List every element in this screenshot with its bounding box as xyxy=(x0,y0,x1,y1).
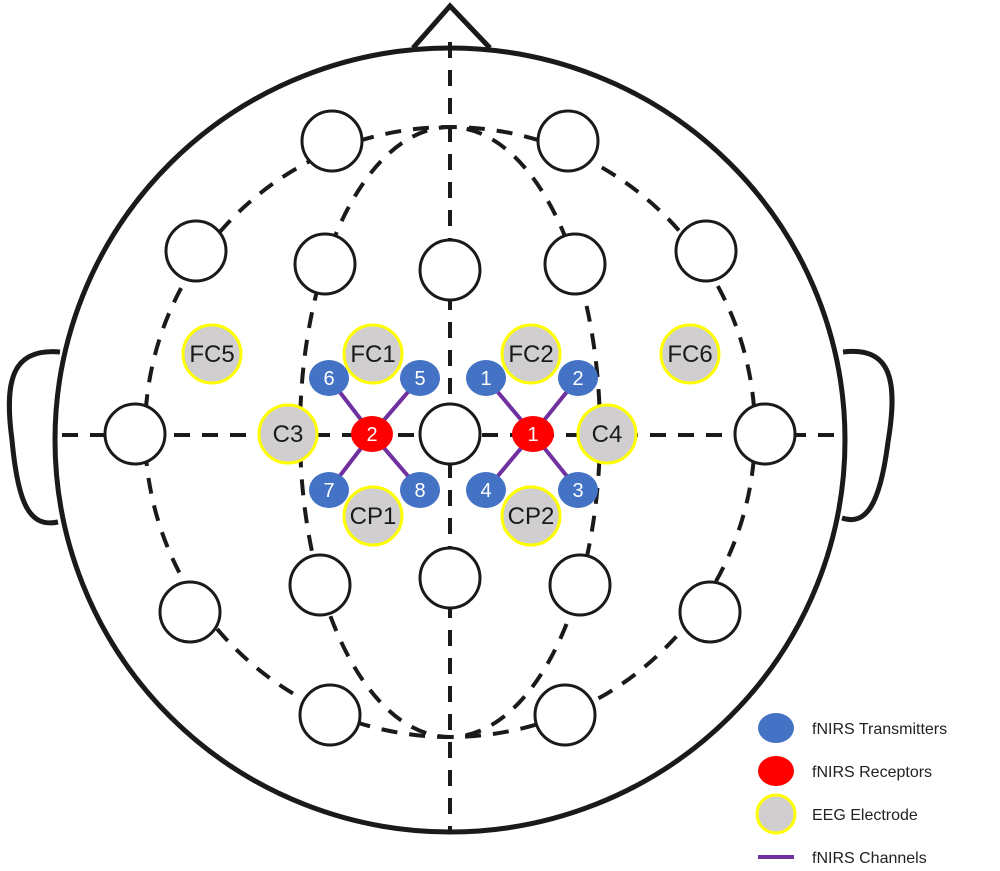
receptor-marker xyxy=(512,416,554,452)
eeg-electrode-label: FC5 xyxy=(189,341,234,368)
eeg-electrode-cp2: CP2 xyxy=(500,485,562,547)
transmitter-marker xyxy=(400,472,440,508)
empty-electrode-site xyxy=(543,232,607,296)
receptor-marker xyxy=(351,416,393,452)
transmitter-label: 6 xyxy=(323,368,334,390)
empty-electrode-site xyxy=(533,683,597,747)
fnirs-transmitter-3: 3 xyxy=(558,472,598,508)
transmitter-marker xyxy=(309,360,349,396)
eeg-electrode-fc1: FC1 xyxy=(342,323,404,385)
eeg-electrode-label: CP2 xyxy=(508,503,555,530)
transmitter-label: 8 xyxy=(414,480,425,502)
empty-electrode-site xyxy=(158,580,222,644)
eeg-electrode-label: FC1 xyxy=(350,341,395,368)
fnirs-transmitter-6: 6 xyxy=(309,360,349,396)
fnirs-transmitter-7: 7 xyxy=(309,472,349,508)
empty-electrode-site xyxy=(674,219,738,283)
legend-channels-label: fNIRS Channels xyxy=(812,850,927,867)
eeg-electrode-marker xyxy=(500,485,562,547)
left-ear xyxy=(6,349,61,526)
empty-electrode-site xyxy=(164,219,228,283)
fnirs-transmitters: 6 5 7 8 1 2 4 3 xyxy=(309,360,598,508)
transmitter-marker xyxy=(400,360,440,396)
eeg-electrode-fc6: FC6 xyxy=(659,323,721,385)
eeg-electrode-marker xyxy=(576,403,638,465)
eeg-electrode-fc5: FC5 xyxy=(181,323,243,385)
legend-transmitters-label: fNIRS Transmitters xyxy=(812,721,947,738)
empty-electrode-site xyxy=(418,546,482,610)
transmitter-marker xyxy=(466,360,506,396)
right-ear xyxy=(841,348,895,522)
legend-transmitter-swatch xyxy=(758,713,794,743)
eeg-electrode-marker xyxy=(659,323,721,385)
transmitter-marker xyxy=(309,472,349,508)
eeg-electrode-cp1: CP1 xyxy=(342,485,404,547)
eeg-electrode-label: CP1 xyxy=(350,503,397,530)
transmitter-label: 1 xyxy=(480,368,491,390)
fnirs-receptor-2: 2 xyxy=(351,416,393,452)
transmitter-label: 3 xyxy=(572,480,583,502)
fnirs-transmitter-1: 1 xyxy=(466,360,506,396)
legend-receptor-swatch xyxy=(758,756,794,786)
eeg-electrode-marker xyxy=(500,323,562,385)
eeg-electrode-c4: C4 xyxy=(576,403,638,465)
eeg-electrode-marker xyxy=(257,403,319,465)
eeg-electrode-label: C3 xyxy=(273,421,304,448)
empty-electrode-site xyxy=(733,402,797,466)
eeg-electrode-label: FC6 xyxy=(667,341,712,368)
eeg-electrode-marker xyxy=(342,323,404,385)
eeg-electrode-label: C4 xyxy=(592,421,623,448)
transmitter-label: 7 xyxy=(323,480,334,502)
empty-electrode-site xyxy=(288,553,352,617)
fnirs-transmitter-5: 5 xyxy=(400,360,440,396)
transmitter-label: 4 xyxy=(480,480,491,502)
empty-electrode-site xyxy=(293,232,357,296)
fnirs-receptor-1: 1 xyxy=(512,416,554,452)
eeg-electrode-fc2: FC2 xyxy=(500,323,562,385)
legend-eeg-swatch xyxy=(755,793,797,835)
transmitter-label: 5 xyxy=(414,368,425,390)
eeg-electrode-marker xyxy=(342,485,404,547)
legend-receptors-label: fNIRS Receptors xyxy=(812,764,932,781)
eeg-electrode-label: FC2 xyxy=(508,341,553,368)
transmitter-marker xyxy=(558,472,598,508)
eeg-electrodes: FC5 FC1 FC2 FC6 C3 C4 CP1 CP2 xyxy=(181,323,721,547)
empty-electrode-site xyxy=(678,580,742,644)
transmitter-marker xyxy=(558,360,598,396)
legend-eeg-label: EEG Electrode xyxy=(812,807,918,824)
empty-electrode-site xyxy=(418,238,482,302)
empty-electrode-site xyxy=(548,553,612,617)
empty-electrode-site xyxy=(300,109,364,173)
receptor-label: 2 xyxy=(366,424,377,446)
empty-electrode-site xyxy=(298,683,362,747)
empty-electrode-site xyxy=(418,402,482,466)
empty-electrode-sites xyxy=(103,109,797,747)
eeg-electrode-c3: C3 xyxy=(257,403,319,465)
transmitter-label: 2 xyxy=(572,368,583,390)
fnirs-transmitter-2: 2 xyxy=(558,360,598,396)
transmitter-marker xyxy=(466,472,506,508)
empty-electrode-site xyxy=(103,402,167,466)
empty-electrode-site xyxy=(536,109,600,173)
eeg-electrode-marker xyxy=(181,323,243,385)
nose xyxy=(411,2,492,50)
fnirs-transmitter-4: 4 xyxy=(466,472,506,508)
receptor-label: 1 xyxy=(527,424,538,446)
fnirs-transmitter-8: 8 xyxy=(400,472,440,508)
legend: fNIRS Transmitters fNIRS Receptors EEG E… xyxy=(755,713,947,867)
